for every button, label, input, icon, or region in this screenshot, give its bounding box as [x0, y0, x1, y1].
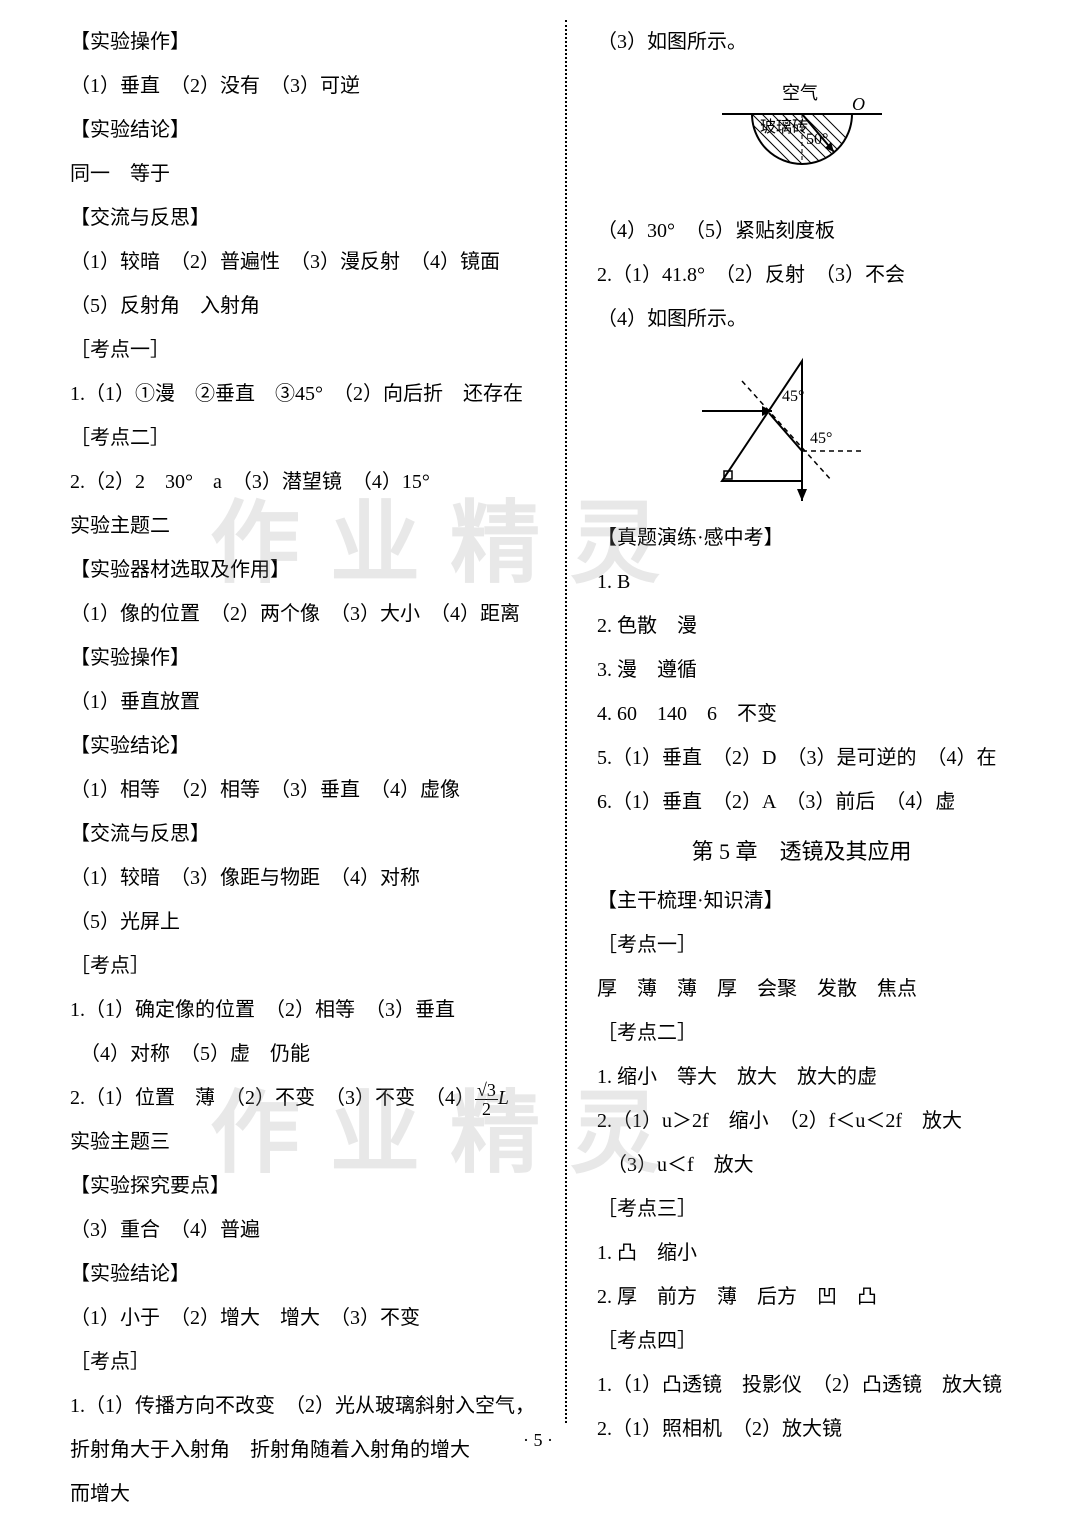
text-line: 【实验结论】 — [70, 724, 535, 768]
text-line: （3）重合 （4）普遍 — [70, 1208, 535, 1252]
text-line: ［考点三］ — [597, 1187, 1006, 1231]
text-line: ［考点］ — [70, 1340, 535, 1384]
prism-diagram-icon: 45° 45° — [702, 351, 902, 501]
text-line: （3）如图所示。 — [597, 20, 1006, 64]
text-line: （1）垂直放置 — [70, 680, 535, 724]
text-line: ［考点二］ — [597, 1011, 1006, 1055]
text-line: （1）较暗 （3）像距与物距 （4）对称 — [70, 856, 535, 900]
text-line: 1.（1）确定像的位置 （2）相等 （3）垂直 — [70, 988, 535, 1032]
text-line: ［考点一］ — [597, 923, 1006, 967]
text-line: 【实验操作】 — [70, 20, 535, 64]
text-line: ［考点］ — [70, 944, 535, 988]
text-line: （4）30° （5）紧贴刻度板 — [597, 209, 1006, 253]
text-line: 2.（1）41.8° （2）反射 （3）不会 — [597, 253, 1006, 297]
text-line: 1.（1）①漫 ②垂直 ③45° （2）向后折 还存在 — [70, 372, 535, 416]
text-line: 实验主题二 — [70, 504, 535, 548]
text-line: 6.（1）垂直 （2）A （3）前后 （4）虚 — [597, 780, 1006, 824]
text-line: 2.（1）u＞2f 缩小 （2）f＜u＜2f 放大 — [597, 1099, 1006, 1143]
figure-prism: 45° 45° — [597, 351, 1006, 501]
fraction-den: 2 — [475, 1100, 498, 1118]
page: 【实验操作】 （1）垂直 （2）没有 （3）可逆 【实验结论】 同一 等于 【交… — [60, 20, 1016, 1423]
text-line: 【实验器材选取及作用】 — [70, 548, 535, 592]
text-line: 【交流与反思】 — [70, 812, 535, 856]
text-line: 实验主题三 — [70, 1120, 535, 1164]
left-column: 【实验操作】 （1）垂直 （2）没有 （3）可逆 【实验结论】 同一 等于 【交… — [60, 20, 565, 1423]
text-line: 【实验操作】 — [70, 636, 535, 680]
text-line: （4）如图所示。 — [597, 297, 1006, 341]
text-line: （1）垂直 （2）没有 （3）可逆 — [70, 64, 535, 108]
text-line: 【实验结论】 — [70, 1252, 535, 1296]
semicircle-diagram-icon: 空气 O 玻璃砖 50° — [712, 74, 892, 194]
text-line: 2. 色散 漫 — [597, 604, 1006, 648]
text-line: 1.（1）传播方向不改变 （2）光从玻璃斜射入空气， — [70, 1384, 535, 1428]
text-line: 2.（1）位置 薄 （2）不变 （3）不变 （4）√32L — [70, 1076, 535, 1120]
label-angle-45a: 45° — [782, 388, 804, 405]
text-line: （5）光屏上 — [70, 900, 535, 944]
text-line: 【交流与反思】 — [70, 196, 535, 240]
page-footer: · 5 · — [0, 1430, 1076, 1451]
text-line: 【实验探究要点】 — [70, 1164, 535, 1208]
label-angle-45b: 45° — [810, 430, 832, 447]
chapter-heading: 第 5 章 透镜及其应用 — [597, 824, 1006, 879]
text-line: 1. 缩小 等大 放大 放大的虚 — [597, 1055, 1006, 1099]
text-line: 4. 60 140 6 不变 — [597, 692, 1006, 736]
text-line: （1）相等 （2）相等 （3）垂直 （4）虚像 — [70, 768, 535, 812]
text-line: 同一 等于 — [70, 152, 535, 196]
label-glass: 玻璃砖 — [760, 118, 808, 136]
text-line: 【实验结论】 — [70, 108, 535, 152]
text-line: ［考点四］ — [597, 1319, 1006, 1363]
text-line: （3）u＜f 放大 — [597, 1143, 1006, 1187]
text-line: 【真题演练·感中考】 — [597, 516, 1006, 560]
text-line: ［考点一］ — [70, 328, 535, 372]
text-line: 厚 薄 薄 厚 会聚 发散 焦点 — [597, 967, 1006, 1011]
text-line: 3. 漫 遵循 — [597, 648, 1006, 692]
text-line: （1）较暗 （2）普遍性 （3）漫反射 （4）镜面 — [70, 240, 535, 284]
text-line: （4）对称 （5）虚 仍能 — [70, 1032, 535, 1076]
figure-semicircle: 空气 O 玻璃砖 50° — [597, 74, 1006, 194]
text-line: 5.（1）垂直 （2）D （3）是可逆的 （4）在 — [597, 736, 1006, 780]
text-line: 1. B — [597, 560, 1006, 604]
text-line: 2.（2）2 30° a （3）潜望镜 （4）15° — [70, 460, 535, 504]
fraction: √32 — [475, 1081, 498, 1118]
text-line: （1）像的位置 （2）两个像 （3）大小 （4）距离 — [70, 592, 535, 636]
right-column: （3）如图所示。 空气 O 玻璃砖 — [567, 20, 1016, 1423]
text-line: （1）小于 （2）增大 增大 （3）不变 — [70, 1296, 535, 1340]
text-line: 1. 凸 缩小 — [597, 1231, 1006, 1275]
text-line: 1.（1）凸透镜 投影仪 （2）凸透镜 放大镜 — [597, 1363, 1006, 1407]
text-span: 2.（1）位置 薄 （2）不变 （3）不变 （4） — [70, 1087, 475, 1109]
fraction-num: √3 — [475, 1081, 498, 1100]
text-line: 【主干梳理·知识清】 — [597, 879, 1006, 923]
text-span: L — [498, 1087, 509, 1109]
label-o: O — [852, 94, 865, 114]
text-line: （5）反射角 入射角 — [70, 284, 535, 328]
text-line: 2. 厚 前方 薄 后方 凹 凸 — [597, 1275, 1006, 1319]
label-air: 空气 — [782, 83, 818, 103]
label-angle-50: 50° — [806, 131, 828, 148]
text-line: ［考点二］ — [70, 416, 535, 460]
text-line: 而增大 — [70, 1472, 535, 1516]
